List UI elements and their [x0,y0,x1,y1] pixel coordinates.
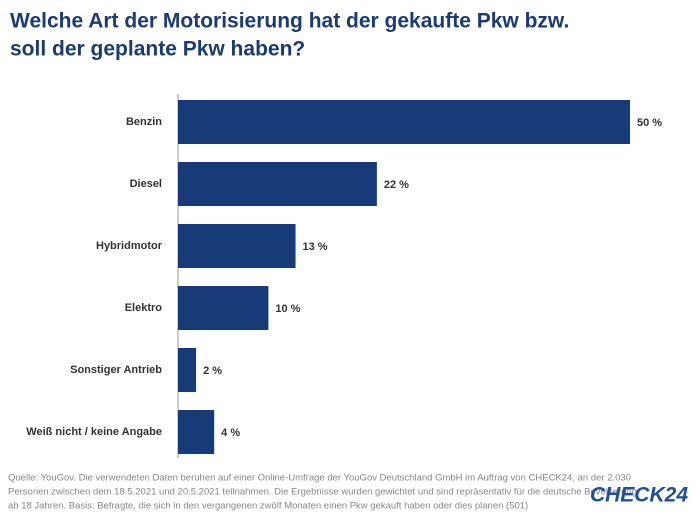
footnote: Quelle: YouGov. Die verwendeten Daten be… [8,473,631,484]
category-label: Weiß nicht / keine Angabe [26,426,162,438]
footnote: ab 18 Jahren. Basis: Befragte, die sich … [8,501,528,512]
bar [178,348,197,392]
chart-title: soll der geplante Pkw haben? [10,38,305,61]
value-label: 13 % [303,241,328,253]
footnote: Personen zwischen dem 18.5.2021 und 20.5… [8,487,637,498]
value-label: 4 % [221,427,240,439]
category-label: Sonstiger Antrieb [70,364,162,376]
chart-title: Welche Art der Motorisierung hat der gek… [10,10,569,33]
bar [178,162,377,206]
value-label: 50 % [637,117,662,129]
value-label: 10 % [275,303,300,315]
category-label: Diesel [130,178,162,190]
value-label: 2 % [203,365,222,377]
bar [178,410,215,454]
bar [178,100,630,144]
logo: CHECK24 [590,484,688,507]
category-label: Benzin [126,116,162,128]
bar [178,286,269,330]
category-label: Hybridmotor [96,240,163,252]
bar [178,224,296,268]
category-label: Elektro [125,302,163,314]
value-label: 22 % [384,179,409,191]
